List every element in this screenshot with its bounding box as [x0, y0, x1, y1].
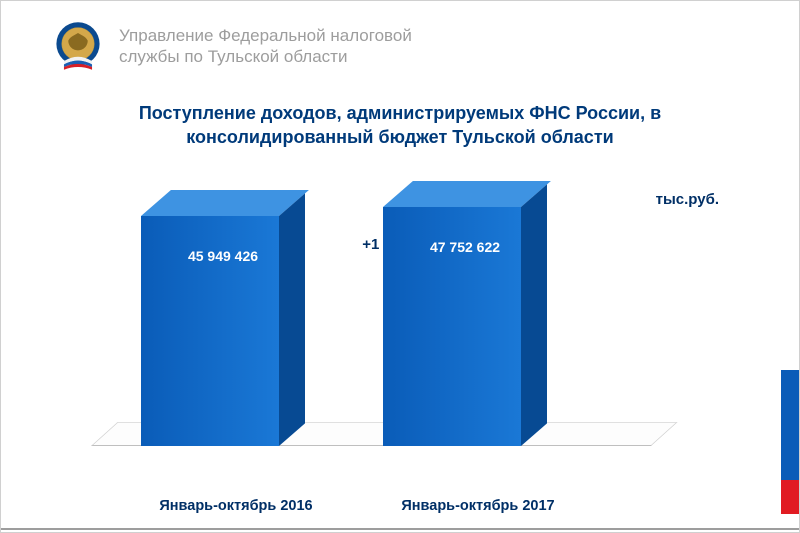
x-label-0: Январь-октябрь 2016: [115, 498, 357, 514]
unit-label: тыс.руб.: [656, 191, 719, 208]
chart-title-line1: Поступление доходов, администрируемых ФН…: [139, 103, 661, 123]
bar-value: 47 752 622: [383, 239, 547, 255]
chart-area: 45 949 426 47 752 622: [91, 196, 651, 486]
right-accent: [781, 370, 799, 514]
org-title: Управление Федеральной налоговой службы …: [119, 25, 412, 68]
chart-title-line2: консолидированный бюджет Тульской област…: [186, 127, 613, 147]
accent-red: [781, 480, 799, 514]
accent-blue: [781, 370, 799, 480]
fns-logo: [51, 19, 105, 73]
org-line2: службы по Тульской области: [119, 47, 347, 66]
x-label-1: Январь-октябрь 2017: [357, 498, 599, 514]
bar-value: 45 949 426: [141, 248, 305, 264]
org-line1: Управление Федеральной налоговой: [119, 26, 412, 45]
bar-side: [279, 193, 305, 446]
header: Управление Федеральной налоговой службы …: [1, 1, 799, 73]
bottom-divider: [1, 528, 799, 530]
bar-side: [521, 184, 547, 446]
x-axis-labels: Январь-октябрь 2016 Январь-октябрь 2017: [91, 498, 651, 514]
chart-title: Поступление доходов, администрируемых ФН…: [71, 101, 729, 150]
